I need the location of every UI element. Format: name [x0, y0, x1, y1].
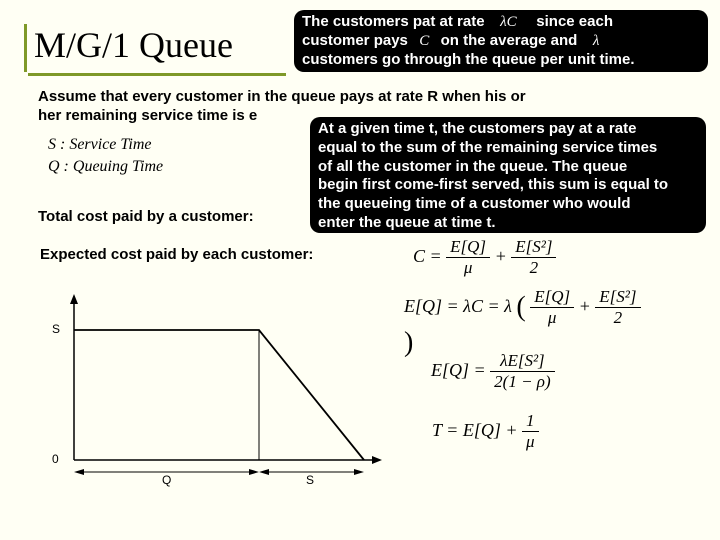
- cost-graph: S 0 Q S: [44, 290, 384, 480]
- graph-y-0: 0: [52, 452, 59, 466]
- callout-explain-l2: equal to the sum of the remaining servic…: [318, 139, 698, 158]
- paragraph-expected-cost: Expected cost paid by each customer:: [40, 246, 340, 265]
- f1-lhs: C =: [413, 246, 442, 266]
- def-service-time: S : Service Time: [48, 136, 163, 154]
- f3-d: 2(1 − ρ): [490, 372, 554, 392]
- callout-rate: The customers pat at rate λC since each …: [294, 10, 708, 72]
- formula-eq2: E[Q] = λE[S²]2(1 − ρ): [431, 352, 631, 398]
- paragraph-total-cost: Total cost paid by a customer:: [38, 208, 318, 227]
- f2-t2n: E[S²]: [595, 288, 640, 308]
- f2-plus: +: [579, 296, 591, 316]
- callout-rate-l1b: since each: [536, 13, 613, 30]
- f1-t2n: E[S²]: [511, 238, 556, 258]
- callout-rate-sym2: C: [416, 33, 432, 49]
- page-title: M/G/1 Queue: [34, 24, 233, 66]
- callout-rate-l2b: on the average and: [441, 32, 578, 49]
- f4-lhs: T = E[Q] +: [432, 420, 517, 440]
- f1-t2d: 2: [511, 258, 556, 278]
- formula-t: T = E[Q] + 1μ: [432, 412, 612, 452]
- callout-rate-sym3: λ: [590, 33, 603, 49]
- f2-t2d: 2: [595, 308, 640, 328]
- def-queuing-time: Q : Queuing Time: [48, 158, 163, 176]
- formula-eq: E[Q] = λC = λ ( E[Q]μ + E[S²]2 ): [404, 288, 644, 340]
- f3-n: λE[S²]: [490, 352, 554, 372]
- callout-rate-l1a: The customers pat at rate: [302, 13, 485, 30]
- graph-x-s: S: [306, 473, 314, 487]
- callout-explain-l3: of all the customer in the queue. The qu…: [318, 158, 698, 177]
- callout-rate-l3: customers go through the queue per unit …: [302, 51, 700, 70]
- callout-explain-l5: the queueing time of a customer who woul…: [318, 195, 698, 214]
- callout-explain-l1: At a given time t, the customers pay at …: [318, 120, 698, 139]
- f4-n: 1: [522, 412, 539, 432]
- f2-t1n: E[Q]: [530, 288, 574, 308]
- graph-y-s: S: [52, 322, 60, 336]
- definitions-block: S : Service Time Q : Queuing Time: [48, 136, 163, 176]
- callout-explain: At a given time t, the customers pay at …: [310, 117, 706, 233]
- f3-lhs: E[Q] =: [431, 360, 486, 380]
- formula-c: C = E[Q]μ + E[S²]2: [413, 238, 613, 278]
- title-accent-underline: [28, 73, 286, 76]
- cost-graph-svg: [44, 290, 384, 480]
- callout-explain-l6: enter the queue at time t.: [318, 214, 698, 233]
- para1-l1: Assume that every customer in the queue …: [38, 88, 526, 105]
- title-accent-vertical: [24, 24, 27, 72]
- f4-d: μ: [522, 432, 539, 452]
- f2-t1d: μ: [530, 308, 574, 328]
- callout-rate-l2a: customer pays: [302, 32, 408, 49]
- callout-rate-sym1: λC: [497, 14, 520, 30]
- f1-t1n: E[Q]: [446, 238, 490, 258]
- f1-t1d: μ: [446, 258, 490, 278]
- callout-explain-l4: begin first come-first served, this sum …: [318, 176, 698, 195]
- graph-x-q: Q: [162, 473, 171, 487]
- para1-l2: her remaining service time is e: [38, 107, 257, 124]
- f1-plus: +: [495, 246, 507, 266]
- f2-lhs: E[Q] = λC = λ: [404, 296, 512, 316]
